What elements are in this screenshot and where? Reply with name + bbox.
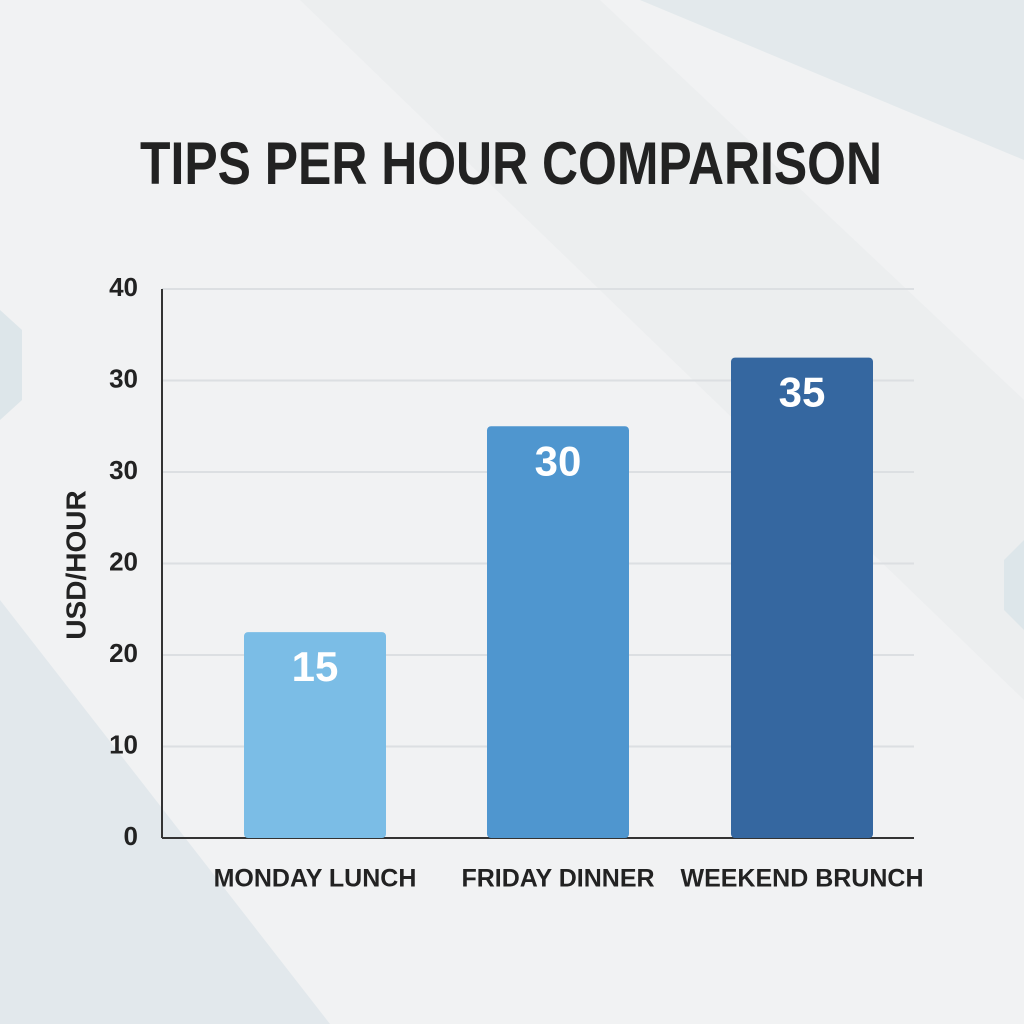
bar <box>244 632 386 838</box>
y-tick-label: 30 <box>109 455 138 485</box>
data-label: 15 <box>292 643 339 690</box>
y-axis-label: USD/HOUR <box>60 490 91 639</box>
bg-shape <box>0 310 22 420</box>
bg-shape <box>500 0 1024 160</box>
y-tick-label: 40 <box>109 272 138 302</box>
y-tick-label: 10 <box>109 729 138 759</box>
y-tick-label: 0 <box>124 821 138 851</box>
bar <box>487 426 629 838</box>
bg-shape <box>0 600 330 1024</box>
x-tick-label: WEEKEND BRUNCH <box>680 865 923 893</box>
data-label: 35 <box>779 369 826 416</box>
bar <box>731 357 873 838</box>
y-tick-label: 20 <box>109 546 138 576</box>
x-tick-label: FRIDAY DINNER <box>461 865 654 893</box>
data-label: 30 <box>535 437 582 484</box>
bg-shape <box>1004 540 1024 630</box>
chart-title: TIPS PER HOUR COMPARISON <box>140 130 882 197</box>
y-tick-label: 30 <box>109 363 138 393</box>
x-tick-label: MONDAY LUNCH <box>214 865 417 893</box>
y-tick-label: 20 <box>109 638 138 668</box>
